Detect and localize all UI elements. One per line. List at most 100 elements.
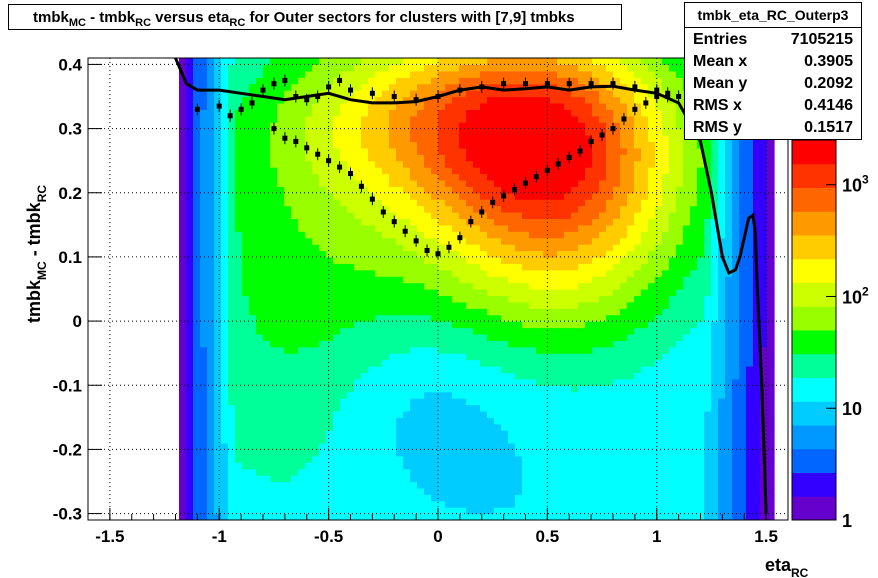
heatmap-cell [186, 404, 194, 412]
heatmap-cell [382, 147, 390, 155]
heatmap-cell [501, 231, 509, 239]
heatmap-cell [487, 263, 495, 271]
heatmap-cell [193, 179, 201, 187]
heatmap-cell [193, 218, 201, 226]
heatmap-cell [557, 494, 565, 502]
heatmap-cell [431, 179, 439, 187]
heatmap-cell [249, 167, 257, 175]
heatmap-cell [620, 443, 628, 451]
heatmap-cell [536, 141, 544, 149]
heatmap-cell [655, 160, 663, 168]
heatmap-cell [459, 321, 467, 329]
heatmap-cell [214, 128, 222, 136]
heatmap-cell [445, 102, 453, 110]
heatmap-cell [529, 135, 537, 143]
heatmap-cell [214, 237, 222, 245]
heatmap-cell [543, 346, 551, 354]
heatmap-cell [396, 308, 404, 316]
heatmap-cell [606, 192, 614, 200]
heatmap-cell [480, 256, 488, 264]
heatmap-cell [564, 263, 572, 271]
heatmap-cell [263, 237, 271, 245]
heatmap-cell [389, 436, 397, 444]
heatmap-cell [256, 128, 264, 136]
heatmap-cell [466, 250, 474, 258]
heatmap-cell [235, 507, 243, 515]
heatmap-cell [529, 372, 537, 380]
heatmap-cell [291, 58, 299, 66]
heatmap-cell [522, 385, 530, 393]
heatmap-cell [354, 263, 362, 271]
heatmap-cell [319, 404, 327, 412]
heatmap-cell [214, 263, 222, 271]
heatmap-cell [557, 308, 565, 316]
heatmap-cell [487, 128, 495, 136]
heatmap-cell [235, 179, 243, 187]
heatmap-cell [298, 359, 306, 367]
heatmap-cell [627, 102, 635, 110]
heatmap-cell [599, 128, 607, 136]
heatmap-cell [501, 218, 509, 226]
heatmap-cell [487, 160, 495, 168]
heatmap-cell [648, 366, 656, 374]
heatmap-cell [270, 500, 278, 508]
heatmap-cell [389, 353, 397, 361]
heatmap-cell [249, 308, 257, 316]
heatmap-cell [578, 109, 586, 117]
heatmap-cell [361, 378, 369, 386]
heatmap-cell [305, 295, 313, 303]
heatmap-cell [634, 237, 642, 245]
heatmap-cell [634, 218, 642, 226]
heatmap-cell [466, 359, 474, 367]
heatmap-cell [354, 102, 362, 110]
heatmap-cell [543, 372, 551, 380]
heatmap-cell [473, 398, 481, 406]
heatmap-cell [585, 218, 593, 226]
heatmap-cell [375, 410, 383, 418]
heatmap-cell [522, 475, 530, 483]
heatmap-cell [319, 115, 327, 123]
heatmap-cell [655, 173, 663, 181]
heatmap-cell [585, 500, 593, 508]
heatmap-cell [438, 58, 446, 66]
heatmap-cell [221, 295, 229, 303]
heatmap-cell [578, 314, 586, 322]
heatmap-cell [424, 115, 432, 123]
heatmap-cell [536, 263, 544, 271]
heatmap-cell [480, 353, 488, 361]
heatmap-cell [452, 276, 460, 284]
heatmap-cell [291, 154, 299, 162]
heatmap-cell [606, 308, 614, 316]
heatmap-cell [578, 301, 586, 309]
heatmap-cell [298, 404, 306, 412]
heatmap-cell [655, 340, 663, 348]
heatmap-cell [214, 282, 222, 290]
heatmap-cell [333, 449, 341, 457]
heatmap-cell [417, 212, 425, 220]
heatmap-cell [319, 346, 327, 354]
heatmap-cell [613, 321, 621, 329]
heatmap-cell [529, 224, 537, 232]
heatmap-cell [410, 109, 418, 117]
heatmap-cell [473, 282, 481, 290]
heatmap-cell [284, 507, 292, 515]
heatmap-cell [221, 423, 229, 431]
heatmap-cell [249, 205, 257, 213]
heatmap-cell [627, 90, 635, 98]
heatmap-cell [662, 494, 670, 502]
heatmap-cell [228, 372, 236, 380]
heatmap-cell [438, 513, 446, 520]
heatmap-cell [613, 102, 621, 110]
heatmap-cell [284, 115, 292, 123]
heatmap-cell [291, 353, 299, 361]
heatmap-cell [571, 372, 579, 380]
heatmap-cell [375, 263, 383, 271]
heatmap-cell [515, 179, 523, 187]
heatmap-cell [522, 359, 530, 367]
heatmap-cell [186, 179, 194, 187]
heatmap-cell [592, 115, 600, 123]
heatmap-cell [655, 282, 663, 290]
heatmap-cell [599, 64, 607, 72]
heatmap-cell [382, 487, 390, 495]
heatmap-cell [214, 167, 222, 175]
